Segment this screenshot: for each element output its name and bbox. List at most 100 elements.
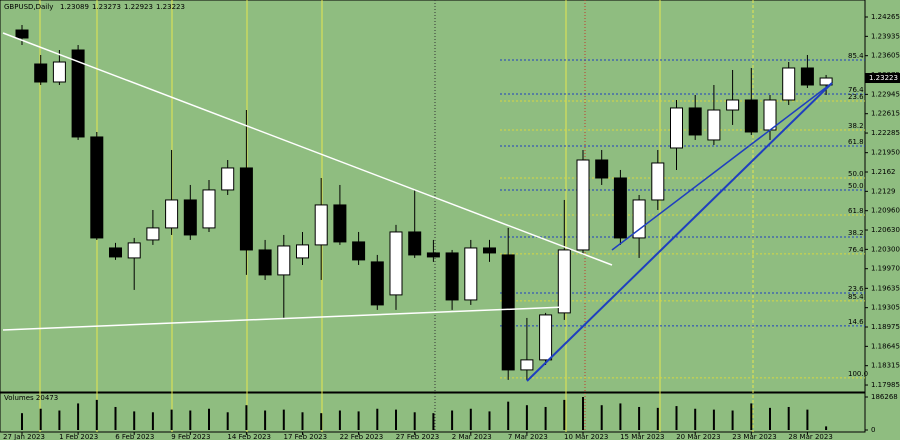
candle-body bbox=[520, 359, 534, 371]
x-tick-label: 9 Feb 2023 bbox=[171, 433, 210, 440]
volume-bar bbox=[806, 409, 809, 430]
volume-bar bbox=[226, 412, 229, 430]
candle-body bbox=[670, 107, 683, 149]
candle-body bbox=[202, 189, 216, 229]
volume-bar bbox=[357, 411, 360, 430]
y-tick-label: 1.23605 bbox=[871, 52, 900, 60]
volume-label: Volumes 20473 bbox=[4, 394, 58, 402]
candle-body bbox=[15, 29, 29, 39]
y-tick-label: 1.2162 bbox=[871, 168, 896, 176]
x-tick-label: 22 Feb 2023 bbox=[340, 433, 384, 440]
candle-body bbox=[688, 107, 702, 136]
volume-bar bbox=[264, 410, 267, 430]
candle-body bbox=[165, 199, 179, 229]
volume-panel bbox=[0, 392, 866, 433]
fib-label: 14.6 bbox=[848, 318, 864, 326]
fib-label: 38.2 bbox=[848, 122, 864, 130]
fib-label: 76.4 bbox=[848, 86, 864, 94]
trendline bbox=[2, 306, 566, 331]
volume-bar bbox=[376, 408, 379, 430]
candle-body bbox=[632, 199, 646, 239]
header-high: 1.23273 bbox=[92, 3, 121, 11]
fib-label: 76.4 bbox=[848, 246, 864, 254]
x-tick-label: 20 Mar 2023 bbox=[676, 433, 720, 440]
volume-bar bbox=[114, 406, 117, 430]
candle-body bbox=[333, 204, 347, 243]
y-tick-label: 1.18315 bbox=[871, 362, 900, 370]
candle-body bbox=[483, 247, 496, 254]
x-tick-label: 23 Mar 2023 bbox=[732, 433, 776, 440]
y-tick-label: 1.20300 bbox=[871, 245, 900, 253]
candle-body bbox=[277, 245, 291, 276]
fib-label: 23.6 bbox=[848, 93, 864, 101]
fib-label: 85.4 bbox=[848, 52, 864, 60]
price-panel bbox=[0, 0, 866, 393]
volume-bar bbox=[21, 413, 23, 430]
candle-body bbox=[557, 249, 571, 314]
y-tick-label: 1.19635 bbox=[871, 284, 900, 292]
volume-bar bbox=[638, 406, 641, 430]
y-tick-label: 1.20960 bbox=[871, 207, 900, 215]
y-tick-label: 1.18975 bbox=[871, 323, 900, 331]
volume-bar bbox=[825, 426, 828, 430]
candle-body bbox=[707, 109, 721, 141]
candle-body bbox=[501, 254, 515, 371]
volume-bar bbox=[58, 410, 61, 430]
volume-bar bbox=[675, 406, 678, 430]
volume-bar bbox=[395, 409, 397, 430]
y-tick-label: 1.21950 bbox=[871, 149, 900, 157]
volume-bar bbox=[750, 403, 753, 430]
y-tick-label: 1.22945 bbox=[871, 90, 900, 98]
volume-bar bbox=[320, 413, 323, 430]
volume-bar bbox=[787, 406, 790, 430]
y-tick-label: 1.23935 bbox=[871, 32, 900, 40]
volume-bar bbox=[77, 403, 80, 430]
candle-body bbox=[239, 167, 253, 251]
candle-body bbox=[71, 49, 85, 138]
volume-bar bbox=[151, 412, 154, 430]
candle-body bbox=[52, 61, 66, 83]
candle-body bbox=[127, 242, 141, 259]
candle-body bbox=[183, 199, 197, 236]
candle-body bbox=[576, 159, 590, 251]
fib-label: 50.0 bbox=[848, 182, 864, 190]
volume-bar bbox=[301, 412, 304, 430]
candle-body bbox=[800, 67, 814, 86]
x-tick-label: 7 Mar 2023 bbox=[508, 433, 548, 440]
fib-label: 61.8 bbox=[848, 138, 864, 146]
y-tick-label: 1.19305 bbox=[871, 304, 900, 312]
volume-tick-label: 0 bbox=[871, 426, 875, 434]
candle-body bbox=[408, 231, 422, 256]
candle-body bbox=[296, 244, 309, 259]
x-tick-label: 1 Feb 2023 bbox=[59, 433, 98, 440]
candles bbox=[15, 24, 833, 380]
header-close: 1.23223 bbox=[156, 3, 185, 11]
y-tick-label: 1.17985 bbox=[871, 381, 900, 389]
volume-bar bbox=[338, 410, 341, 430]
candle-body bbox=[314, 204, 328, 246]
period-separators bbox=[39, 0, 754, 432]
y-tick-label: 1.20630 bbox=[871, 226, 900, 234]
volume-bar bbox=[769, 407, 771, 430]
candle-body bbox=[595, 159, 609, 179]
y-tick-label: 1.24265 bbox=[871, 13, 900, 21]
x-tick-label: 15 Mar 2023 bbox=[620, 433, 664, 440]
x-tick-label: 10 Mar 2023 bbox=[564, 433, 608, 440]
candle-body bbox=[146, 227, 160, 241]
volume-bar bbox=[600, 405, 603, 430]
x-tick-label: 17 Feb 2023 bbox=[284, 433, 328, 440]
x-tick-label: 27 Feb 2023 bbox=[396, 433, 440, 440]
x-tick-label: 27 Jan 2023 bbox=[3, 433, 45, 440]
volume-bars bbox=[21, 397, 828, 430]
candle-body bbox=[445, 252, 459, 301]
volume-bar bbox=[208, 408, 210, 430]
x-tick-label: 6 Feb 2023 bbox=[115, 433, 154, 440]
candle-body bbox=[90, 136, 104, 239]
trendline bbox=[2, 32, 613, 266]
volume-bar bbox=[170, 409, 173, 430]
volume-bar bbox=[488, 411, 491, 430]
volume-bar bbox=[133, 411, 136, 430]
x-tick-label: 14 Feb 2023 bbox=[227, 433, 271, 440]
volume-bar bbox=[563, 399, 566, 430]
